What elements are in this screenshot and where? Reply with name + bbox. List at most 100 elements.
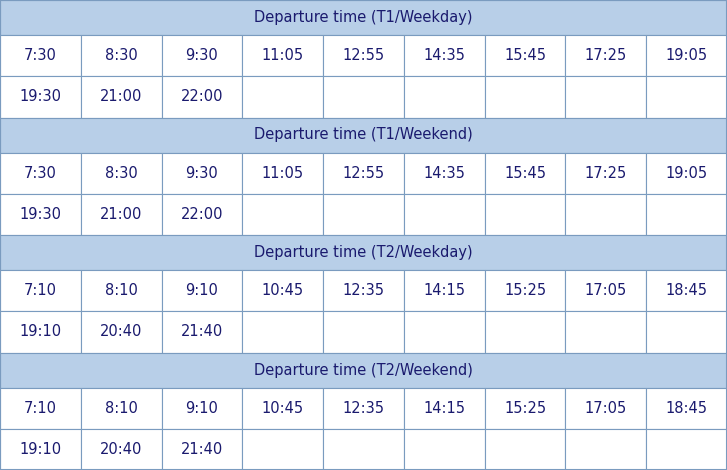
Bar	[404, 387, 485, 429]
Text: Departure time (T1/Weekday): Departure time (T1/Weekday)	[254, 10, 473, 25]
Text: 8:30: 8:30	[105, 48, 137, 63]
Bar	[323, 311, 404, 352]
Text: 21:00: 21:00	[100, 89, 142, 104]
Bar	[0, 429, 81, 470]
Bar	[0, 311, 81, 352]
Bar	[646, 270, 727, 311]
Text: 21:00: 21:00	[100, 207, 142, 222]
Text: 17:05: 17:05	[585, 400, 627, 415]
Text: 8:10: 8:10	[105, 283, 137, 298]
Text: Departure time (T2/Weekend): Departure time (T2/Weekend)	[254, 362, 473, 377]
Bar	[485, 311, 566, 352]
Bar	[646, 35, 727, 76]
Text: 17:25: 17:25	[585, 165, 627, 180]
Bar	[0, 387, 81, 429]
Bar	[323, 152, 404, 194]
Text: 19:05: 19:05	[665, 48, 707, 63]
Text: 9:10: 9:10	[185, 283, 218, 298]
Text: 8:30: 8:30	[105, 165, 137, 180]
Bar	[323, 270, 404, 311]
Text: 21:40: 21:40	[181, 442, 223, 457]
Bar	[485, 76, 566, 118]
Bar	[0, 76, 81, 118]
Bar	[242, 387, 323, 429]
Text: 22:00: 22:00	[181, 207, 223, 222]
Bar	[566, 429, 646, 470]
Bar	[81, 311, 161, 352]
Bar	[0, 352, 727, 387]
Bar	[0, 194, 81, 235]
Bar	[242, 35, 323, 76]
Text: 9:30: 9:30	[185, 165, 218, 180]
Bar	[81, 152, 161, 194]
Text: Departure time (T1/Weekend): Departure time (T1/Weekend)	[254, 127, 473, 142]
Bar	[0, 152, 81, 194]
Bar	[646, 194, 727, 235]
Bar	[323, 387, 404, 429]
Text: 19:05: 19:05	[665, 165, 707, 180]
Bar	[242, 311, 323, 352]
Text: 18:45: 18:45	[666, 400, 707, 415]
Bar	[566, 76, 646, 118]
Text: 7:30: 7:30	[24, 48, 57, 63]
Text: 21:40: 21:40	[181, 324, 223, 339]
Text: 20:40: 20:40	[100, 324, 142, 339]
Bar	[242, 152, 323, 194]
Text: 20:40: 20:40	[100, 442, 142, 457]
Text: 11:05: 11:05	[262, 165, 304, 180]
Bar	[0, 0, 727, 35]
Bar	[323, 35, 404, 76]
Bar	[485, 35, 566, 76]
Text: 14:15: 14:15	[423, 283, 465, 298]
Bar	[404, 76, 485, 118]
Text: 15:45: 15:45	[504, 48, 546, 63]
Bar	[404, 270, 485, 311]
Text: 7:10: 7:10	[24, 283, 57, 298]
Bar	[566, 194, 646, 235]
Bar	[0, 235, 727, 270]
Bar	[161, 35, 242, 76]
Bar	[161, 311, 242, 352]
Text: 15:25: 15:25	[504, 400, 546, 415]
Text: 7:30: 7:30	[24, 165, 57, 180]
Bar	[323, 76, 404, 118]
Bar	[566, 152, 646, 194]
Bar	[646, 311, 727, 352]
Text: 14:15: 14:15	[423, 400, 465, 415]
Bar	[161, 387, 242, 429]
Text: 10:45: 10:45	[262, 283, 304, 298]
Text: 17:25: 17:25	[585, 48, 627, 63]
Bar	[646, 76, 727, 118]
Text: 14:35: 14:35	[423, 48, 465, 63]
Bar	[242, 76, 323, 118]
Text: 12:55: 12:55	[342, 165, 385, 180]
Bar	[485, 194, 566, 235]
Bar	[81, 76, 161, 118]
Bar	[323, 194, 404, 235]
Bar	[566, 387, 646, 429]
Bar	[404, 429, 485, 470]
Text: 14:35: 14:35	[423, 165, 465, 180]
Bar	[81, 194, 161, 235]
Bar	[646, 429, 727, 470]
Text: 10:45: 10:45	[262, 400, 304, 415]
Bar	[161, 194, 242, 235]
Text: 8:10: 8:10	[105, 400, 137, 415]
Text: 17:05: 17:05	[585, 283, 627, 298]
Bar	[485, 387, 566, 429]
Text: 12:35: 12:35	[342, 283, 385, 298]
Bar	[646, 387, 727, 429]
Bar	[161, 429, 242, 470]
Bar	[566, 35, 646, 76]
Text: 19:10: 19:10	[20, 324, 62, 339]
Bar	[485, 270, 566, 311]
Bar	[646, 152, 727, 194]
Text: 12:35: 12:35	[342, 400, 385, 415]
Text: 18:45: 18:45	[666, 283, 707, 298]
Bar	[81, 387, 161, 429]
Bar	[242, 270, 323, 311]
Bar	[404, 152, 485, 194]
Bar	[566, 311, 646, 352]
Text: 15:45: 15:45	[504, 165, 546, 180]
Text: 9:30: 9:30	[185, 48, 218, 63]
